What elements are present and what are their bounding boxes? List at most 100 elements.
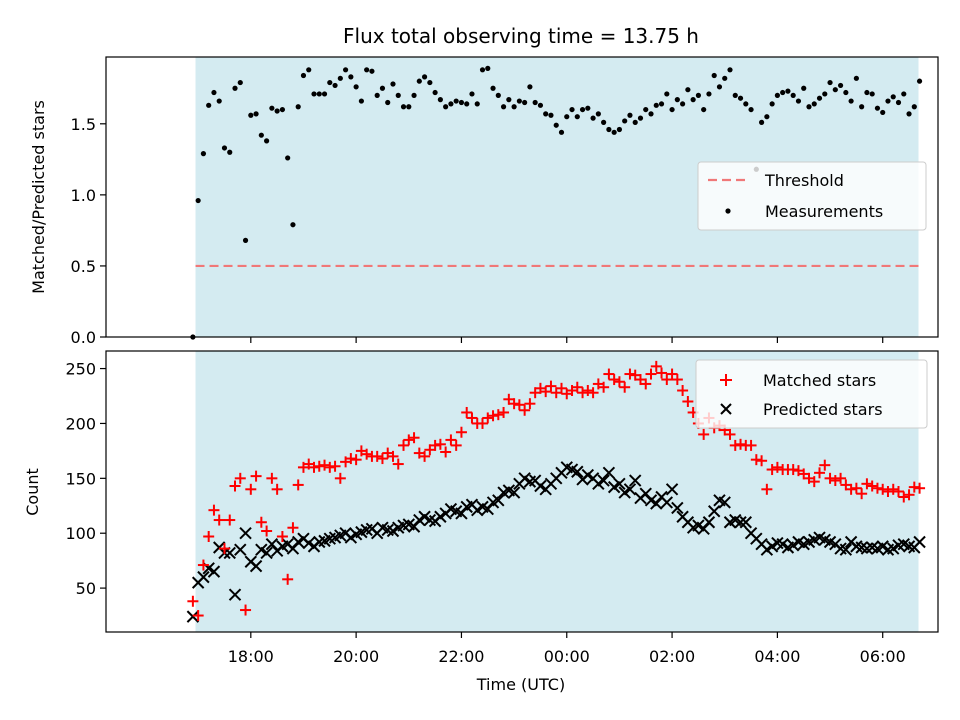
measurement-point <box>537 102 544 108</box>
measurement-point <box>253 111 259 117</box>
ratio-y-tick-label: 1.0 <box>71 186 96 205</box>
matched-star-point <box>261 525 273 537</box>
matched-star-point <box>513 399 525 411</box>
measurement-point <box>385 99 391 106</box>
measurement-point <box>827 79 833 86</box>
counts-panel: 50 100 150 200 250 18:00 20:00 22:00 00:00 02:00… <box>23 350 939 694</box>
matched-star-point <box>234 472 246 484</box>
predicted-star-point <box>602 466 616 480</box>
matched-star-points <box>187 360 926 622</box>
matched-star-point <box>666 368 678 380</box>
counts-y-tick-label: 250 <box>65 360 96 379</box>
measurement-point <box>758 119 765 125</box>
measurement-point <box>790 92 796 98</box>
measurement-point <box>306 67 312 73</box>
matched-star-point <box>345 453 357 465</box>
predicted-star-point <box>186 610 200 623</box>
predicted-star-point <box>913 535 926 549</box>
measurement-point <box>627 112 633 118</box>
measurement-point <box>379 85 386 91</box>
matched-star-point <box>814 467 826 479</box>
matched-star-point <box>682 395 694 407</box>
measurement-point <box>411 92 417 98</box>
counts-x-ticks: 18:00 20:00 22:00 00:00 02:00 04:00 06:00 <box>228 632 906 666</box>
matched-star-point <box>287 522 299 534</box>
matched-star-point <box>187 595 199 607</box>
measurement-point <box>211 89 217 96</box>
matched-star-point <box>250 470 262 482</box>
measurement-point <box>353 84 359 90</box>
measurement-point <box>506 97 512 103</box>
matched-star-point <box>903 489 915 501</box>
matched-star-point <box>498 406 510 418</box>
matched-star-point <box>603 368 615 380</box>
measurement-point <box>890 94 896 100</box>
measurement-point <box>658 101 665 107</box>
measurement-point <box>864 89 870 96</box>
matched-star-point <box>745 439 757 451</box>
measurement-point <box>390 81 396 87</box>
matched-star-point <box>661 374 673 386</box>
measurement-point <box>648 111 654 117</box>
measurement-point <box>364 67 370 73</box>
counts-y-tick-label: 150 <box>65 469 96 488</box>
measurement-point <box>711 72 717 79</box>
measurement-point <box>485 65 491 71</box>
measurement-point <box>795 98 802 104</box>
measurement-point <box>859 104 865 110</box>
matched-star-point <box>524 398 536 410</box>
measurement-point <box>695 92 702 98</box>
chart-title: Flux total observing time = 13.75 h <box>343 24 699 48</box>
predicted-star-point <box>739 516 753 529</box>
measurement-point <box>200 151 207 157</box>
measurement-point <box>432 89 438 96</box>
matched-star-point <box>835 472 847 484</box>
predicted-star-point <box>665 483 679 496</box>
matched-star-point <box>455 426 467 438</box>
matched-star-point <box>392 458 404 470</box>
measurement-point <box>743 101 749 107</box>
counts-y-ticks: 50 100 150 200 250 <box>65 360 106 598</box>
counts-legend: Matched stars Predicted stars <box>695 359 928 429</box>
matched-star-point <box>466 412 478 424</box>
measurement-point <box>374 92 380 98</box>
measurement-point <box>458 99 465 106</box>
measurement-point <box>358 98 364 104</box>
matched-star-point <box>908 481 920 493</box>
measurement-point <box>221 145 228 151</box>
measurement-point <box>785 88 791 94</box>
measurement-point <box>532 99 538 106</box>
measurement-point <box>737 95 744 101</box>
measurement-point <box>264 138 270 144</box>
predicted-star-point <box>260 546 273 560</box>
matched-star-point <box>387 450 399 462</box>
x-tick-label: 20:00 <box>333 647 379 666</box>
x-tick-label: 06:00 <box>860 647 906 666</box>
matched-star-point <box>587 387 599 399</box>
matched-star-point <box>856 488 868 500</box>
predicted-star-point <box>207 565 221 578</box>
measurement-point <box>248 112 254 118</box>
matched-star-point <box>371 450 383 462</box>
measurement-point <box>674 97 680 103</box>
x-axis-label: Time (UTC) <box>476 675 565 694</box>
matched-star-point <box>808 476 820 488</box>
measurement-point <box>316 91 322 97</box>
matched-star-point <box>508 398 520 410</box>
measurement-point <box>311 91 317 97</box>
predicted-star-point <box>197 570 210 584</box>
matched-star-point <box>761 483 773 495</box>
measurement-point <box>474 101 480 107</box>
matched-star-point <box>540 386 552 398</box>
measurement-point <box>258 132 264 138</box>
matched-star-point <box>266 472 278 484</box>
predicted-star-point <box>671 501 684 515</box>
matched-star-point <box>350 454 362 466</box>
matched-star-point <box>240 604 252 616</box>
matched-star-point <box>819 459 831 471</box>
measurement-point <box>769 101 775 107</box>
measurement-point <box>690 97 696 103</box>
measurement-point <box>327 79 333 86</box>
measurement-point <box>348 74 354 80</box>
measurement-point <box>569 106 575 113</box>
